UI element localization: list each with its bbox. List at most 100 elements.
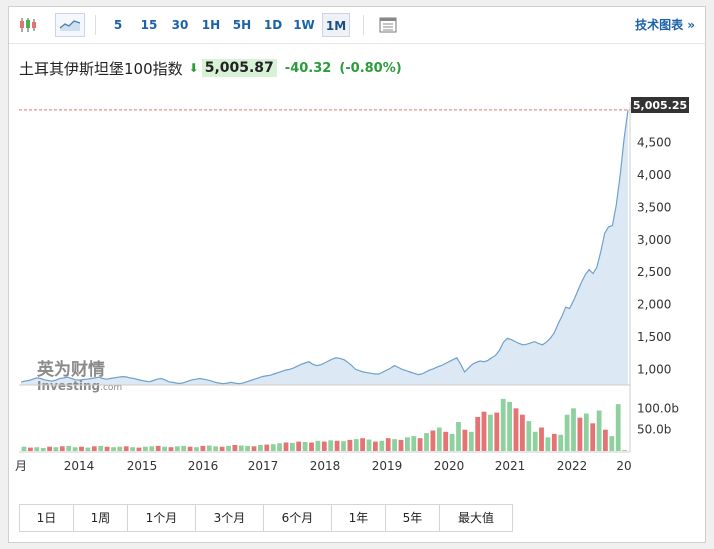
volume-bar bbox=[596, 410, 602, 451]
x-tick-label: 2019 bbox=[372, 459, 403, 473]
timeframe-1h[interactable]: 1H bbox=[201, 18, 221, 32]
timeframe-1w[interactable]: 1W bbox=[293, 18, 315, 32]
volume-bar bbox=[456, 422, 461, 451]
timeframe-1m[interactable]: 1M bbox=[322, 13, 350, 37]
volume-bar bbox=[277, 443, 282, 451]
volume-bar bbox=[603, 429, 608, 451]
volume-bar bbox=[526, 421, 532, 451]
x-tick-label: 月 bbox=[15, 459, 27, 473]
last-price-tag-bg bbox=[631, 97, 689, 113]
volume-bar bbox=[507, 401, 512, 451]
y-tick-label: 3,000 bbox=[637, 233, 671, 247]
timeframe-30m[interactable]: 30 bbox=[171, 18, 189, 32]
watermark-en-main: Investing bbox=[37, 379, 100, 393]
range-1d[interactable]: 1日 bbox=[20, 505, 74, 531]
x-tick-label: 2016 bbox=[188, 459, 219, 473]
volume-bar bbox=[296, 441, 302, 451]
volume-bar bbox=[475, 416, 481, 451]
volume-bar bbox=[424, 433, 429, 451]
y-tick-label: 1,500 bbox=[637, 330, 671, 344]
volume-bar bbox=[379, 440, 385, 451]
volume-bar bbox=[302, 442, 308, 451]
volume-bar bbox=[206, 445, 212, 451]
toolbar-divider bbox=[95, 15, 96, 35]
x-tick-label: 2021 bbox=[495, 459, 526, 473]
price-area bbox=[21, 109, 628, 386]
volume-bar bbox=[405, 437, 410, 451]
range-1y[interactable]: 1年 bbox=[332, 505, 386, 531]
timeframe-5h[interactable]: 5H bbox=[232, 18, 252, 32]
volume-bar bbox=[436, 427, 442, 451]
volume-bar bbox=[194, 447, 199, 451]
volume-bar bbox=[411, 436, 417, 451]
volume-bar bbox=[181, 445, 187, 451]
table-view-icon[interactable] bbox=[375, 13, 401, 37]
volume-bar bbox=[353, 439, 359, 451]
volume-bar bbox=[251, 446, 257, 451]
range-1w[interactable]: 1周 bbox=[74, 505, 128, 531]
plot-area bbox=[19, 102, 630, 382]
chart-toolbar: 5 15 30 1H 5H 1D 1W 1M 技术图表 » bbox=[9, 7, 705, 44]
volume-bar bbox=[226, 445, 231, 451]
timeframe-15m[interactable]: 15 bbox=[140, 18, 158, 32]
volume-bar bbox=[571, 408, 576, 451]
volume-bar bbox=[117, 446, 123, 451]
volume-bar bbox=[136, 447, 142, 451]
volume-bar bbox=[47, 446, 52, 451]
range-3m[interactable]: 3个月 bbox=[196, 505, 264, 531]
y-tick-label: 2,000 bbox=[637, 298, 671, 312]
volume-bar bbox=[40, 448, 46, 451]
volume-bar bbox=[238, 445, 244, 451]
toolbar-divider bbox=[363, 15, 364, 35]
volume-bar bbox=[341, 441, 346, 451]
volume-bar bbox=[609, 436, 615, 451]
volume-bar bbox=[149, 446, 155, 451]
volume-tick-label: 50.0b bbox=[637, 423, 671, 437]
y-tick-label: 4,500 bbox=[637, 136, 671, 150]
volume-bar bbox=[551, 433, 557, 451]
volume-bar bbox=[174, 446, 180, 451]
technical-chart-link[interactable]: 技术图表 » bbox=[635, 18, 695, 32]
volume-bar bbox=[366, 439, 372, 451]
timeframe-5m[interactable]: 5 bbox=[113, 18, 123, 32]
range-1m[interactable]: 1个月 bbox=[128, 505, 196, 531]
range-5y[interactable]: 5年 bbox=[386, 505, 440, 531]
investing-watermark: 英为财情 Investing.com bbox=[37, 359, 122, 393]
area-chart-icon[interactable] bbox=[55, 13, 85, 37]
volume-bar bbox=[449, 433, 455, 451]
volume-bar bbox=[168, 447, 174, 451]
volume-bar bbox=[85, 447, 91, 451]
volume-bar bbox=[532, 431, 538, 451]
quote-header: 土耳其伊斯坦堡100指数 ⬇ 5,005.87 -40.32 (-0.80%) bbox=[19, 57, 402, 79]
last-price-tag: 5,005.25 bbox=[631, 97, 689, 113]
volume-bar bbox=[615, 404, 621, 451]
volume-axis-ticks: 50.0b 100.0b bbox=[637, 401, 679, 436]
x-axis-labels: 月 2014 2015 2016 2017 2018 2019 2020 2021 2022 20 bbox=[15, 459, 632, 473]
volume-bar bbox=[443, 431, 449, 451]
volume-bar bbox=[130, 447, 135, 451]
volume-bar bbox=[545, 437, 551, 451]
range-6m[interactable]: 6个月 bbox=[264, 505, 332, 531]
last-price-tag-label: 5,005.25 bbox=[633, 99, 687, 112]
volume-bar bbox=[309, 442, 314, 451]
volume-bar bbox=[590, 423, 596, 451]
volume-bar bbox=[622, 450, 627, 451]
timeframe-1d[interactable]: 1D bbox=[263, 18, 283, 32]
price-chart[interactable]: 英为财情 Investing.com 1,000 1,500 2,000 2,500 3… bbox=[9, 87, 705, 487]
down-arrow-icon: ⬇ bbox=[188, 61, 199, 75]
volume-bar bbox=[398, 439, 404, 451]
range-selector: 1日 1周 1个月 3个月 6个月 1年 5年 最大值 bbox=[19, 504, 513, 532]
watermark-en-suffix: .com bbox=[100, 383, 122, 393]
volume-bar bbox=[564, 414, 570, 451]
candlestick-chart-icon[interactable] bbox=[15, 13, 41, 37]
volume-tick-label: 100.0b bbox=[637, 401, 679, 415]
price-change-percent: (-0.80%) bbox=[339, 60, 402, 76]
watermark-cn: 英为财情 bbox=[37, 359, 105, 380]
volume-bar bbox=[59, 446, 65, 451]
volume-bar bbox=[245, 445, 250, 451]
range-max[interactable]: 最大值 bbox=[457, 511, 494, 525]
volume-bar bbox=[200, 445, 206, 451]
volume-bar bbox=[290, 442, 295, 451]
volume-bar bbox=[520, 414, 525, 451]
volume-bar bbox=[347, 439, 353, 451]
